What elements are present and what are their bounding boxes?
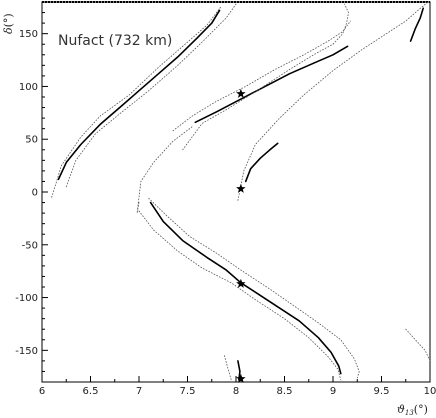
y-axis-label-unit: (°) <box>2 13 15 27</box>
contour-dotted <box>405 328 431 362</box>
x-tick-label: 10 <box>424 386 436 397</box>
x-tick-label: 6 <box>39 386 45 397</box>
x-axis-label: ϑ13(°) <box>397 403 428 417</box>
plot-frame <box>41 1 431 383</box>
x-tick-label: 6.5 <box>83 386 99 397</box>
contour-solid <box>409 7 424 42</box>
contour-dotted <box>65 3 237 188</box>
y-tick-label: -150 <box>15 346 38 357</box>
x-axis-label-unit: (°) <box>414 403 428 416</box>
axis-ticks: 6 6.5 7 7.5 8 8.5 9 9.5 10 150 100 50 0 -50 -100 -150 <box>15 12 436 397</box>
contour-solid <box>244 142 279 183</box>
best-fit-points <box>236 88 246 383</box>
contour-dotted <box>172 20 351 132</box>
contour-solid <box>149 201 342 375</box>
contour-dotted <box>182 3 349 151</box>
contour-solid <box>194 45 349 124</box>
x-tick-label: 8 <box>233 386 239 397</box>
x-axis-label-main: ϑ <box>397 403 405 416</box>
y-tick-label: 0 <box>32 188 38 199</box>
y-axis-label-main: δ <box>2 27 15 34</box>
x-tick-label: 9.5 <box>374 386 390 397</box>
y-tick-label: -50 <box>22 240 38 251</box>
y-axis-label: δ(°) <box>2 13 15 34</box>
x-axis-label-sub: 13 <box>405 409 414 417</box>
star-marker <box>236 373 246 383</box>
contour-dotted <box>148 197 360 379</box>
star-marker <box>236 183 246 193</box>
contour-dotted <box>237 1 429 201</box>
contour-dotted <box>224 355 232 381</box>
contour-solid <box>237 360 241 381</box>
y-tick-label: -100 <box>15 293 38 304</box>
x-tick-label: 7.5 <box>180 386 196 397</box>
x-tick-label: 8.5 <box>277 386 293 397</box>
star-marker <box>236 278 246 288</box>
contour-dotted <box>136 126 193 214</box>
y-tick-label: 50 <box>25 135 38 146</box>
y-tick-label: 100 <box>19 82 38 93</box>
x-tick-label: 9 <box>330 386 336 397</box>
star-marker <box>236 88 246 98</box>
contour-curves <box>51 1 431 381</box>
contour-dotted <box>51 5 222 198</box>
y-tick-label: 150 <box>19 29 38 40</box>
x-tick-label: 7 <box>136 386 142 397</box>
contour-solid <box>57 9 221 181</box>
chart-annotation: Nufact (732 km) <box>58 33 172 49</box>
contour-dotted <box>138 210 342 381</box>
